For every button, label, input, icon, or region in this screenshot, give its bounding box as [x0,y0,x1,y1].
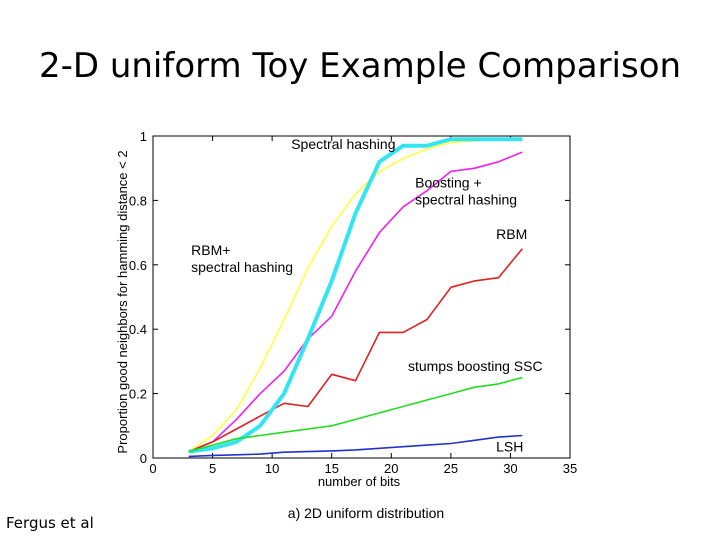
y-tick-label: 0.8 [129,193,147,208]
series-line-spectral-hashing [188,138,523,453]
annotation-line: Boosting + [415,175,482,191]
chart-caption: a) 2D uniform distribution [288,505,444,521]
series-line-stumps-boosting-ssc [188,376,523,453]
annotation-label: RBM [496,226,527,242]
annotation-line: LSH [496,439,523,455]
annotation-label: stumps boosting SSC [408,358,543,374]
annotation-line: Spectral hashing [291,136,395,152]
axis-ticks: 0 5 10 15 20 25 30 35 0 0.2 0.4 0.6 0.8 1 [129,129,577,476]
annotation-label: Boosting + spectral hashing [415,175,517,208]
x-tick-label: 25 [444,461,458,476]
x-tick-label: 15 [324,461,338,476]
y-tick-label: 0.6 [129,258,147,273]
series-line-rbm [188,248,523,453]
y-axis-label: Proportion good neighbors for hamming di… [115,150,130,453]
chart-series [188,137,523,458]
annotation-label: RBM+ spectral hashing [191,242,293,275]
series-line-boosting-spectral-hashing [188,151,523,453]
annotation-line: spectral hashing [191,259,293,275]
x-tick-label: 35 [563,461,577,476]
x-tick-label: 0 [149,461,156,476]
annotation-line: spectral hashing [415,192,517,208]
annotation-label: Spectral hashing [291,136,395,152]
x-tick-label: 5 [209,461,216,476]
x-tick-label: 10 [265,461,279,476]
x-tick-label: 20 [384,461,398,476]
slide-title: 2-D uniform Toy Example Comparison [38,46,682,86]
x-axis-label: number of bits [318,474,401,489]
series-line-lsh [188,434,523,458]
y-tick-label: 0.2 [129,387,147,402]
y-tick-label: 1 [140,129,147,144]
annotation-line: RBM [496,226,527,242]
x-tick-label: 30 [503,461,517,476]
y-tick-label: 0 [140,451,147,466]
annotation-label: LSH [496,439,523,455]
chart-frame [152,135,571,459]
series-line-rbm-spectral-hashing [188,137,523,454]
annotation-line: RBM+ [191,242,230,258]
plot-area [152,135,571,459]
author-credit: Fergus et al [6,514,94,532]
y-tick-label: 0.4 [129,322,147,337]
annotation-line: stumps boosting SSC [408,358,543,374]
